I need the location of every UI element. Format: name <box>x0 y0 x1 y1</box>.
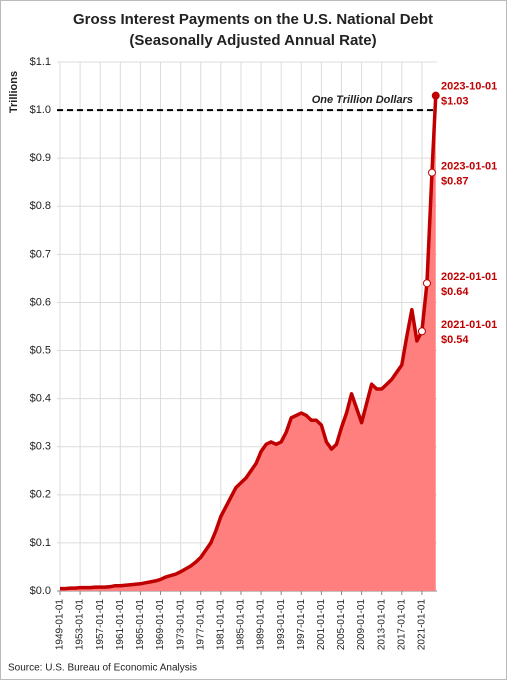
x-tick-label: 1953-01-01 <box>75 599 86 651</box>
x-tick-label: 1985-01-01 <box>236 599 247 651</box>
x-tick-label: 1993-01-01 <box>276 599 287 651</box>
y-tick-label: $0.5 <box>30 344 51 356</box>
x-tick-label: 2021-01-01 <box>417 599 428 651</box>
point-date-label: 2023-01-01 <box>441 161 497 173</box>
y-tick-label: $0.3 <box>30 441 51 453</box>
y-tick-label: $0.6 <box>30 296 51 308</box>
point-marker <box>427 168 436 177</box>
x-tick-label: 1949-01-01 <box>55 599 66 651</box>
point-marker <box>417 327 426 336</box>
x-tick-label: 2017-01-01 <box>396 599 407 651</box>
source: Source: U.S. Bureau of Economic Analysis <box>8 663 197 674</box>
point-marker <box>422 279 431 288</box>
x-tick-label: 1957-01-01 <box>95 599 106 651</box>
x-tick-label: 1977-01-01 <box>195 599 206 651</box>
point-value-label: $1.03 <box>441 96 469 108</box>
y-tick-label: $0.7 <box>30 248 51 260</box>
y-tick-label: $0.1 <box>30 537 51 549</box>
line <box>60 95 438 591</box>
point-date-label: 2023-10-01 <box>441 81 497 93</box>
point-date-label: 2022-01-01 <box>441 271 497 283</box>
y-tick-label: $1.1 <box>30 56 51 68</box>
point-marker <box>431 91 440 100</box>
x-tick-label: 1973-01-01 <box>175 599 186 651</box>
point-date-label: 2021-01-01 <box>441 319 497 331</box>
x-tick-label: 1965-01-01 <box>135 599 146 651</box>
x-tick-label: 2013-01-01 <box>376 599 387 651</box>
x-tick-label: 1997-01-01 <box>296 599 307 651</box>
y-tick-label: $0.2 <box>30 489 51 501</box>
point-value-label: $0.54 <box>441 334 469 346</box>
x-tick-label: 2005-01-01 <box>336 599 347 651</box>
y-tick-label: $1.0 <box>30 104 51 116</box>
y-tick-label: $0.4 <box>30 393 51 405</box>
y-tick-label: $0.9 <box>30 152 51 164</box>
reference-label: One Trillion Dollars <box>312 94 413 106</box>
area <box>60 95 436 591</box>
point-value-label: $0.87 <box>441 176 469 188</box>
x-tick-label: 1969-01-01 <box>155 599 166 651</box>
x-tick-label: 2001-01-01 <box>316 599 327 651</box>
x-tick-label: 1989-01-01 <box>256 599 267 651</box>
y-tick-label: $0.8 <box>30 200 51 212</box>
x-tick-label: 2009-01-01 <box>356 599 367 651</box>
x-tick-label: 1961-01-01 <box>115 599 126 651</box>
y-tick-label: $0.0 <box>30 585 51 597</box>
point-value-label: $0.64 <box>441 286 469 298</box>
chart-title: Gross Interest Payments on the U.S. Nati… <box>73 11 433 28</box>
y-axis-title: Trillions <box>8 71 20 113</box>
x-tick-label: 1981-01-01 <box>215 599 226 651</box>
chart-subtitle: (Seasonally Adjusted Annual Rate) <box>129 32 376 49</box>
